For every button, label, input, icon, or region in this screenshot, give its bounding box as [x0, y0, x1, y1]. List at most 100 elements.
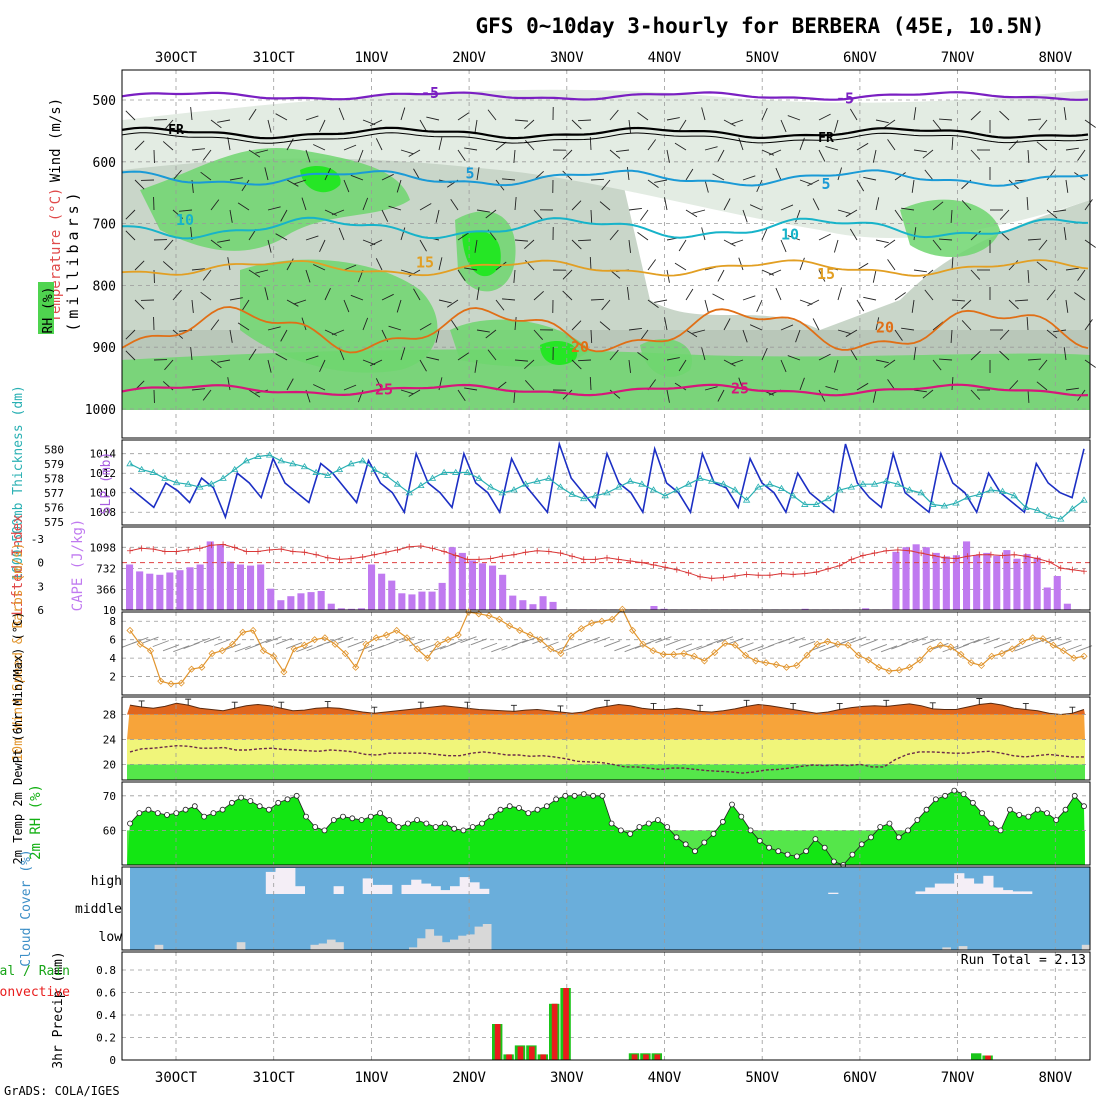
wind-barb: [514, 317, 517, 331]
wind-barb: [476, 167, 480, 181]
wind-barb: [190, 347, 193, 361]
wind-barb: [875, 317, 880, 331]
wind-barb: [202, 389, 212, 401]
surface-wind-barb: [1034, 636, 1052, 644]
li-point: [289, 548, 296, 555]
surface-wind-barb: [409, 639, 426, 647]
surface-wind-barb: [470, 638, 487, 646]
wind-barb: [911, 179, 915, 193]
surface-wind-barb: [901, 638, 918, 646]
li-tick-label: 3: [37, 580, 44, 593]
li-point: [231, 544, 238, 551]
rh-point: [284, 796, 291, 803]
wind-barb: [1046, 329, 1058, 339]
wind-barb: [125, 329, 136, 340]
wind-barb: [654, 299, 668, 303]
cape-bar: [529, 604, 537, 610]
cloud-cover-bar: [1002, 890, 1013, 894]
wind-barb: [1065, 267, 1079, 271]
rh-point: [256, 803, 263, 810]
rh-point: [219, 806, 226, 813]
cape-bar: [136, 571, 144, 610]
li-point: [662, 564, 669, 571]
cape-bar: [1043, 587, 1051, 610]
precip-convective-bar: [563, 988, 569, 1060]
wind-barb: [305, 355, 319, 361]
surface-wind-barb: [450, 638, 467, 646]
wind-speed-point: [1018, 637, 1027, 646]
wind-barb: [818, 353, 831, 361]
li-point: [825, 565, 832, 572]
cloud-cover-bar: [459, 877, 470, 894]
pressure-axis-label: (millibars): [64, 188, 82, 331]
wind-barb: [217, 239, 231, 243]
surface-temperature-panel: 28 24 20: [103, 696, 1091, 781]
temperature-error-bar: [464, 701, 471, 709]
cape-bar: [963, 541, 971, 610]
surface-wind-barb: [737, 642, 754, 650]
wind-barb: [275, 233, 288, 241]
wind-barb: [951, 137, 954, 151]
cape-bar: [922, 547, 930, 610]
li-point: [185, 546, 192, 553]
run-total-annotation: Run Total = 2.13: [961, 953, 1086, 968]
wind-speed-axis-label: 10m Wind Speed & Barbs (m/s): [11, 542, 26, 761]
thickness-point: [486, 483, 495, 490]
contour-label: 15: [416, 253, 434, 271]
thickness-point: [172, 478, 181, 486]
wind-barb: [717, 149, 725, 162]
wind-barb: [438, 257, 443, 271]
temperature-error-bar: [417, 701, 424, 709]
cloud-cover-bar: [382, 884, 393, 894]
wind-barb: [495, 141, 507, 151]
surface-wind-barb: [347, 640, 364, 648]
wind-barb: [275, 113, 288, 121]
wind-barb: [628, 239, 632, 253]
wind-barb: [286, 299, 299, 307]
wind-barb: [476, 287, 480, 301]
wind-barb: [577, 359, 592, 362]
rh-point: [1016, 812, 1023, 818]
li-point: [1069, 566, 1076, 573]
surface-wind-barb: [973, 636, 990, 644]
rh-point: [321, 827, 328, 834]
date-label: 5NOV: [745, 1070, 779, 1086]
wind-barb: [524, 239, 535, 250]
li-point: [301, 549, 308, 556]
contour-line: [121, 306, 1089, 354]
thickness-point: [393, 480, 402, 487]
surface-wind-barb: [891, 642, 908, 650]
wind-barb: [426, 356, 440, 361]
credit-label: GrADS: COLA/IGES: [4, 1084, 120, 1098]
cloud-cover-bar: [433, 935, 443, 950]
cloud-cover-bar: [430, 886, 441, 894]
thickness-point: [614, 483, 623, 490]
thickness-point: [405, 489, 413, 496]
wind-barb: [343, 299, 350, 313]
cape-bar: [509, 595, 517, 610]
thickness-tick-label: 575: [44, 516, 64, 529]
wind-barb: [457, 389, 466, 402]
wind-barb: [1036, 261, 1048, 271]
cloud-cover-bar: [333, 886, 344, 894]
thickness-point: [754, 483, 762, 490]
temperature-error-bar: [836, 703, 843, 710]
panel-frame: [121, 611, 1091, 696]
wind-barb: [1027, 358, 1041, 361]
wind-barb: [961, 320, 972, 331]
date-label: 6NOV: [843, 1070, 877, 1086]
rh-point: [127, 820, 133, 827]
wind-barb: [1027, 118, 1041, 121]
wind-barb: [884, 239, 896, 248]
wind-barb: [381, 173, 394, 181]
panel-frame: [121, 866, 1091, 951]
wind-barb: [375, 138, 383, 151]
precip-tick-label: 0.6: [96, 987, 116, 1000]
temperature-error-bar: [976, 698, 983, 705]
wind-barb: [1074, 292, 1086, 301]
cloud-cover-bar: [1081, 944, 1091, 950]
wind-barb: [381, 209, 389, 222]
surface-wind-barb: [911, 636, 929, 644]
wind-barb: [464, 387, 478, 391]
temperature-error-bar: [231, 701, 238, 709]
